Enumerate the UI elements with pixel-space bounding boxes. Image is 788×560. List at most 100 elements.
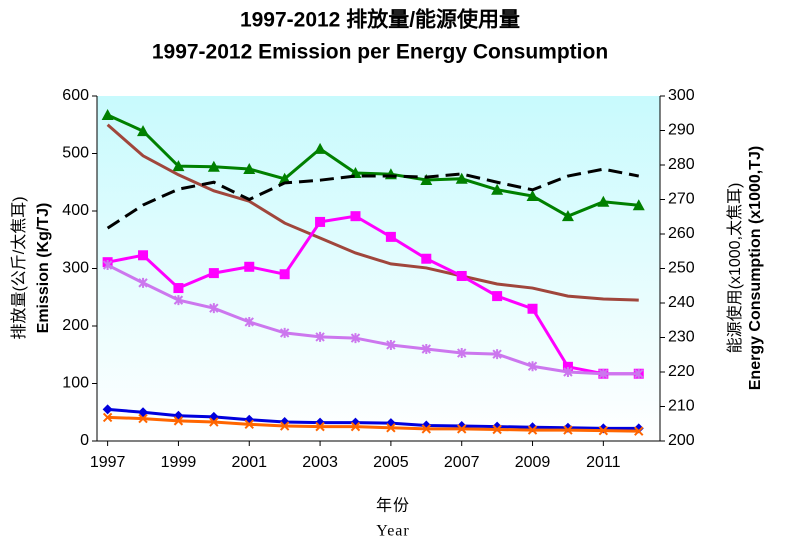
marker xyxy=(492,424,502,435)
y-tick-label: 400 xyxy=(62,202,89,219)
marker xyxy=(457,348,467,359)
y2-axis-label: 能源使用(x1000,太焦耳) xyxy=(726,183,744,354)
marker xyxy=(209,417,219,427)
marker xyxy=(172,160,185,172)
y2-axis-label: Energy Consumption (x1000,TJ) xyxy=(747,146,764,391)
marker xyxy=(455,172,468,184)
marker xyxy=(244,419,254,430)
marker xyxy=(102,260,113,271)
marker xyxy=(315,331,325,342)
marker xyxy=(278,172,291,184)
x-tick-label: 2011 xyxy=(586,454,621,471)
marker xyxy=(315,421,325,432)
marker xyxy=(561,210,574,222)
y2-tick-label: 290 xyxy=(668,122,695,139)
x-tick-label: 2007 xyxy=(444,454,480,471)
marker xyxy=(209,303,219,314)
marker xyxy=(598,368,609,379)
y2-tick-label: 240 xyxy=(668,294,695,311)
marker xyxy=(279,327,290,338)
marker xyxy=(350,333,361,344)
marker xyxy=(421,424,432,434)
y2-tick-label: 220 xyxy=(668,363,695,380)
marker xyxy=(527,361,538,372)
marker xyxy=(102,412,113,423)
marker xyxy=(350,211,361,222)
marker xyxy=(527,303,538,314)
marker xyxy=(208,268,219,279)
marker xyxy=(243,163,256,175)
x-tick-label: 2001 xyxy=(231,454,267,471)
marker xyxy=(279,269,290,280)
marker xyxy=(526,190,539,202)
chart-title: 1997-2012 排放量/能源使用量 xyxy=(240,8,520,32)
marker xyxy=(421,344,432,354)
marker xyxy=(385,231,396,242)
y-tick-label: 500 xyxy=(62,145,89,162)
y2-tick-label: 260 xyxy=(668,225,695,242)
series-line xyxy=(107,113,639,218)
marker xyxy=(634,368,644,379)
y-tick-label: 600 xyxy=(62,87,89,104)
marker xyxy=(173,295,184,306)
marker xyxy=(314,142,327,154)
x-tick-label: 2009 xyxy=(515,454,551,471)
series-line xyxy=(107,214,639,376)
series-line xyxy=(107,407,639,430)
y-axis-label: Emission (Kg/TJ) xyxy=(35,203,52,334)
marker xyxy=(315,216,326,227)
x-tick-label: 2003 xyxy=(302,454,338,471)
chart-title: 1997-2012 Emission per Energy Consumptio… xyxy=(152,41,608,64)
marker xyxy=(350,421,361,432)
y2-tick-label: 280 xyxy=(668,156,695,173)
marker xyxy=(563,367,573,377)
marker xyxy=(138,277,148,288)
marker xyxy=(138,250,149,261)
y2-tick-label: 230 xyxy=(668,329,695,346)
series-line xyxy=(106,123,639,302)
marker xyxy=(562,361,573,372)
marker xyxy=(598,425,609,436)
series-line xyxy=(107,415,639,433)
marker xyxy=(597,195,610,207)
marker xyxy=(456,270,467,281)
y-tick-label: 100 xyxy=(62,375,89,392)
marker xyxy=(386,423,396,433)
x-tick-label: 2005 xyxy=(373,454,409,471)
plot-area xyxy=(97,96,660,441)
marker xyxy=(421,253,432,264)
marker xyxy=(138,413,148,424)
y-axis-label: 排放量(公斤/太焦耳) xyxy=(10,196,28,339)
marker xyxy=(173,283,184,294)
marker xyxy=(632,199,645,211)
y2-tick-label: 200 xyxy=(668,432,695,449)
marker xyxy=(527,425,538,435)
marker xyxy=(634,426,644,436)
marker xyxy=(491,183,504,195)
y-tick-label: 300 xyxy=(62,260,89,277)
y2-tick-label: 270 xyxy=(668,191,695,208)
marker xyxy=(244,261,255,272)
x-axis-label: Year xyxy=(376,523,409,540)
y2-tick-label: 300 xyxy=(668,87,695,104)
y2-tick-label: 210 xyxy=(668,398,695,415)
marker xyxy=(386,339,396,350)
marker xyxy=(492,349,502,360)
marker xyxy=(279,421,290,431)
y-tick-label: 0 xyxy=(80,432,89,449)
y2-tick-label: 250 xyxy=(668,260,695,277)
marker xyxy=(563,425,573,435)
marker xyxy=(207,160,220,172)
x-tick-label: 1999 xyxy=(161,454,197,471)
marker xyxy=(173,416,184,426)
marker xyxy=(102,404,113,415)
marker xyxy=(457,424,467,434)
x-tick-label: 1997 xyxy=(90,454,126,471)
series-line xyxy=(106,167,640,230)
x-axis-label: 年份 xyxy=(376,497,410,515)
series-line xyxy=(106,263,639,376)
marker xyxy=(137,125,150,137)
marker xyxy=(420,173,433,185)
y-tick-label: 200 xyxy=(62,317,89,334)
